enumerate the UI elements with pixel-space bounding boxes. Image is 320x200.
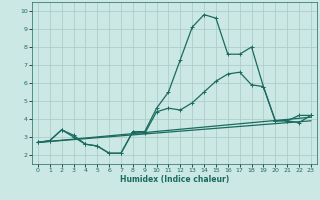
X-axis label: Humidex (Indice chaleur): Humidex (Indice chaleur) bbox=[120, 175, 229, 184]
